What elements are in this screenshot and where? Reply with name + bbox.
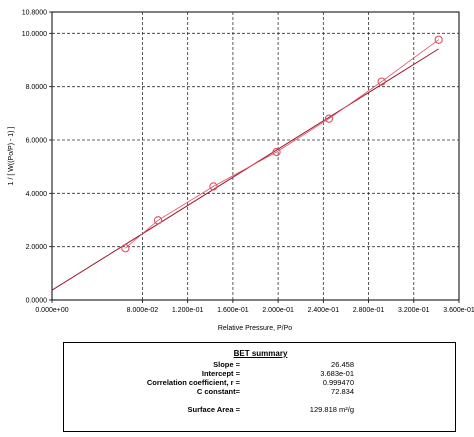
y-tick-label: 10.8000 <box>22 10 47 17</box>
y-tick-label: 8.0000 <box>26 84 48 91</box>
y-tick-label: 4.0000 <box>26 191 48 198</box>
data-point <box>272 147 281 157</box>
y-tick-label: 0.0000 <box>26 298 48 305</box>
x-tick-labels: 0.000e+00 8.000e-02 1.200e-01 1.600e-01 2.00… <box>35 307 474 314</box>
summary-row-surface-area: Surface Area = 129.818 m²/g <box>64 405 457 415</box>
x-tick-label: 2.000e-01 <box>262 307 294 314</box>
summary-label: Surface Area = <box>187 405 240 414</box>
data-point <box>153 216 163 225</box>
summary-value: 3.683e-01 <box>320 369 354 378</box>
bet-plot: 0.000e+00 8.000e-02 1.200e-01 1.600e-01 2.00… <box>8 10 474 333</box>
grid-lines <box>52 12 459 300</box>
x-tick-label: 3.600e-01 <box>443 307 474 314</box>
y-axis-label: 1 / [ W((Po/P) - 1) ] <box>8 127 15 186</box>
fit-line <box>51 48 439 291</box>
x-tick-label: 1.600e-01 <box>217 307 249 314</box>
summary-row-intercept: Intercept = 3.683e-01 <box>64 369 457 379</box>
x-tick-label: 2.400e-01 <box>308 307 340 314</box>
summary-value: 26.458 <box>331 360 354 369</box>
bet-summary-box: BET summary Slope = 26.458 Intercept = 3… <box>63 342 456 432</box>
data-points <box>121 35 443 253</box>
summary-row-c-constant: C constant= 72.834 <box>64 387 457 397</box>
fit-line-group <box>51 48 439 291</box>
x-tick-label: 3.200e-01 <box>398 307 430 314</box>
data-point <box>434 35 443 44</box>
summary-row-slope: Slope = 26.458 <box>64 360 457 370</box>
x-tick-label: 2.800e-01 <box>353 307 385 314</box>
summary-row-correlation: Correlation coefficient, r = 0.999470 <box>64 378 457 388</box>
summary-label: Slope = <box>213 360 240 369</box>
x-axis-label: Relative Pressure, P/Po <box>218 325 292 332</box>
tick-marks <box>49 11 460 303</box>
plot-area <box>51 11 460 301</box>
data-point <box>324 114 334 123</box>
y-tick-label: 2.0000 <box>26 244 48 251</box>
data-point <box>209 182 218 191</box>
summary-value: 72.834 <box>331 387 354 396</box>
x-tick-label: 8.000e-02 <box>127 307 159 314</box>
data-polyline <box>125 39 439 249</box>
summary-label: Intercept = <box>201 369 240 378</box>
x-tick-label: 1.200e-01 <box>172 307 204 314</box>
data-point <box>121 244 130 253</box>
summary-value: 129.818 m²/g <box>309 405 354 414</box>
y-tick-labels: 0.0000 2.0000 4.0000 6.0000 8.0000 10.0000 10.… <box>22 10 47 305</box>
summary-title: BET summary <box>233 349 288 358</box>
x-tick-label: 0.000e+00 <box>35 307 68 314</box>
summary-label: C constant= <box>196 387 240 396</box>
summary-value: 0.999470 <box>322 378 354 387</box>
y-tick-label: 6.0000 <box>26 138 48 145</box>
summary-label: Correlation coefficient, r = <box>146 378 240 387</box>
data-point <box>377 77 386 86</box>
y-tick-label: 10.0000 <box>22 31 47 38</box>
